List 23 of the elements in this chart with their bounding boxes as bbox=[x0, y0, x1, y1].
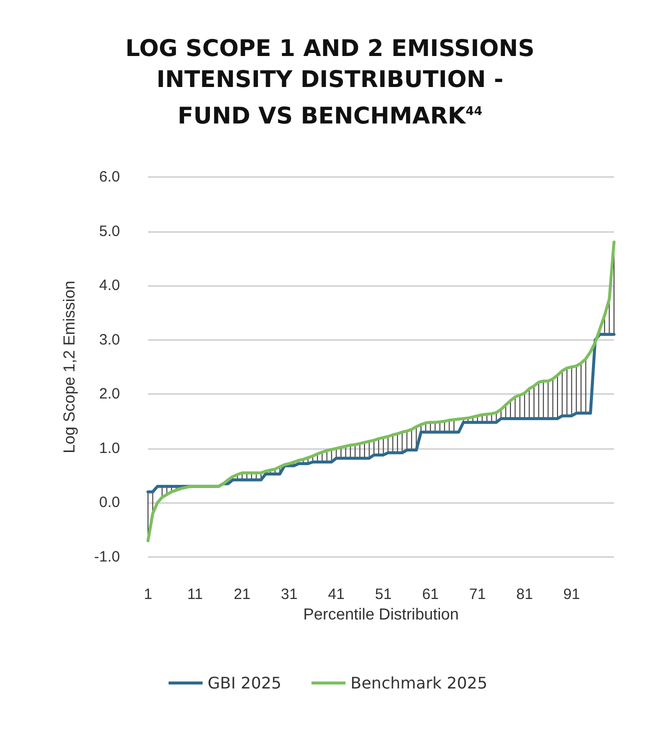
x-tick-label: 81 bbox=[516, 586, 533, 603]
y-tick-label: 2.0 bbox=[99, 386, 120, 403]
x-tick-label: 41 bbox=[328, 586, 345, 603]
x-tick-label: 21 bbox=[234, 586, 250, 603]
x-tick-label: 71 bbox=[469, 586, 486, 603]
x-tick-label: 31 bbox=[280, 586, 298, 603]
chart-title: LOG SCOPE 1 AND 2 EMISSIONS INTENSITY DISTRIBUTION - FUND VS BENCHMARK$^{44}$ bbox=[124, 35, 536, 132]
x-tick-label: 1 bbox=[144, 586, 152, 603]
x-tick-label: 61 bbox=[422, 586, 439, 603]
y-tick-label: -1.0 bbox=[94, 548, 120, 566]
x-tick-label: 11 bbox=[187, 586, 203, 603]
y-tick-label: 4.0 bbox=[99, 277, 120, 294]
legend-label: Benchmark 2025 bbox=[350, 674, 488, 692]
legend-label: GBI 2025 bbox=[208, 674, 282, 692]
x-tick-label: 51 bbox=[375, 586, 392, 603]
y-tick-label: 5.0 bbox=[99, 222, 120, 240]
x-tick-label: 91 bbox=[563, 586, 580, 603]
y-tick-label: 1.0 bbox=[99, 440, 120, 457]
y-tick-label: 0.0 bbox=[99, 494, 120, 512]
x-axis-title: Percentile Distribution bbox=[303, 606, 459, 624]
y-axis-title: Log Scope 1,2 Emission bbox=[62, 280, 78, 454]
y-tick-label: 6.0 bbox=[99, 168, 120, 186]
y-tick-label: 3.0 bbox=[99, 331, 120, 348]
